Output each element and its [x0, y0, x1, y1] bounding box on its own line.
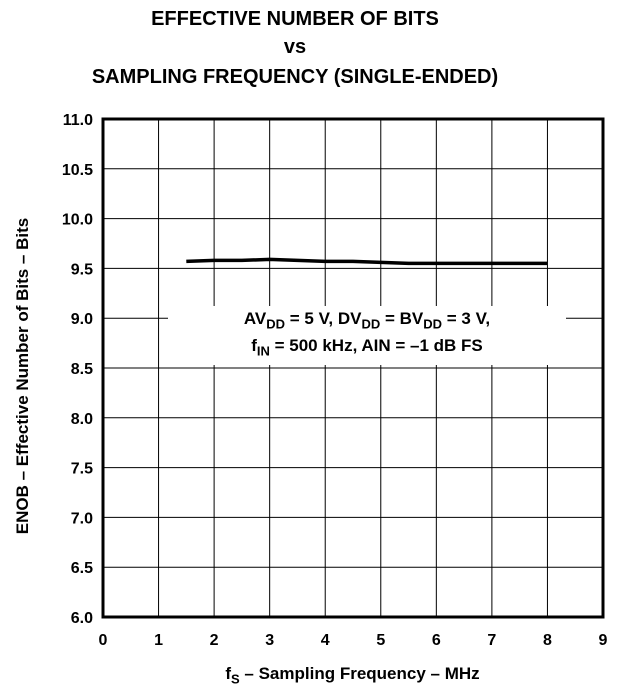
annotation-text: = 500 kHz, AIN = –1 dB FS	[269, 336, 483, 356]
chart-title-line-1: EFFECTIVE NUMBER OF BITS	[151, 8, 439, 30]
y-tick-labels: 6.0 6.5 7.0 7.5 8.0 8.5 9.0 9.5 10.0 10.5 11.0	[62, 112, 93, 627]
x-tick-labels: 0 1 2 3 4 5 6 7 8 9	[99, 632, 608, 649]
x-tick-label: 6	[432, 632, 441, 649]
x-tick-label: 3	[265, 632, 274, 649]
x-tick-label: 5	[376, 632, 385, 649]
x-axis-label-prefix: f	[225, 664, 232, 683]
y-tick-label: 7.0	[71, 510, 93, 527]
x-tick-label: 4	[321, 632, 330, 649]
y-tick-label: 7.5	[71, 461, 93, 478]
y-tick-label: 9.0	[71, 311, 93, 328]
y-tick-label: 10.5	[62, 162, 93, 179]
y-tick-label: 6.0	[71, 610, 93, 627]
annotation-text: AV	[243, 309, 267, 328]
x-axis-label: fS – Sampling Frequency – MHz	[100, 664, 605, 686]
y-tick-label: 8.5	[71, 361, 93, 378]
x-axis-label-rest: – Sampling Frequency – MHz	[239, 664, 480, 683]
x-tick-label: 7	[487, 632, 496, 649]
annotation-text: = BV	[380, 309, 424, 328]
x-axis-label-sub: S	[231, 671, 240, 687]
y-tick-label: 10.0	[62, 212, 93, 229]
y-tick-label: 6.5	[71, 560, 93, 577]
annotation-subscript: DD	[423, 316, 443, 332]
series-line	[186, 257, 548, 266]
y-tick-label: 9.5	[71, 261, 93, 278]
annotation-line-2: fIN = 500 kHz, AIN = –1 dB FS	[168, 335, 566, 362]
x-tick-label: 1	[154, 632, 163, 649]
x-tick-label: 9	[599, 632, 608, 649]
annotation-subscript: DD	[361, 316, 381, 332]
annotation-text: f	[251, 336, 257, 356]
y-tick-label: 11.0	[63, 112, 93, 129]
y-axis-label: ENOB – Effective Number of Bits – Bits	[13, 217, 32, 535]
annotation-subscript: IN	[256, 343, 270, 359]
series-group	[186, 257, 548, 266]
annotation-line-1: AVDD = 5 V, DVDD = BVDD = 3 V,	[168, 308, 566, 335]
annotation-subscript: DD	[266, 316, 286, 332]
plot-frame	[101, 117, 605, 619]
grid	[102, 118, 604, 618]
annotation-text: = 3 V,	[442, 309, 491, 328]
y-axis-label-wrap: ENOB – Effective Number of Bits – Bits	[6, 96, 40, 656]
x-tick-label: 0	[99, 632, 108, 649]
y-tick-label: 8.0	[71, 411, 93, 428]
x-tick-label: 8	[543, 632, 552, 649]
annotation-text: = 5 V, DV	[285, 309, 362, 328]
conditions-annotation: AVDD = 5 V, DVDD = BVDD = 3 V, fIN = 500…	[168, 306, 566, 365]
chart-title-line-3: SAMPLING FREQUENCY (SINGLE-ENDED)	[91, 66, 499, 88]
chart-title-line-2: vs	[283, 36, 307, 58]
x-tick-label: 2	[210, 632, 219, 649]
